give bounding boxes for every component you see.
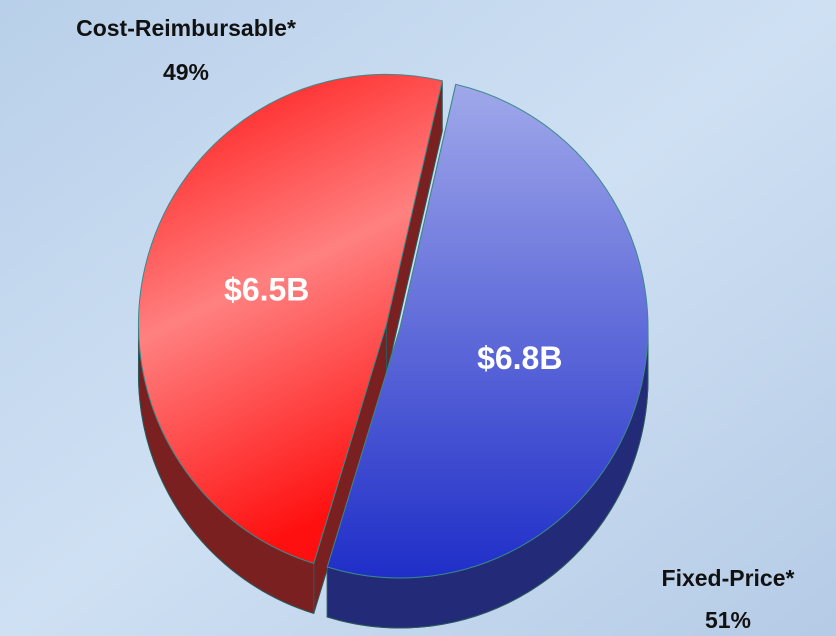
percent-label: 51% xyxy=(705,607,751,633)
pie xyxy=(137,73,649,629)
percent-label: 49% xyxy=(163,59,209,85)
value-label: $6.5B xyxy=(224,271,309,307)
category-label: Cost-Reimbursable* xyxy=(76,15,296,41)
slice xyxy=(326,83,649,579)
category-label: Fixed-Price* xyxy=(662,565,795,591)
slice xyxy=(138,73,443,564)
value-label: $6.8B xyxy=(477,340,562,376)
